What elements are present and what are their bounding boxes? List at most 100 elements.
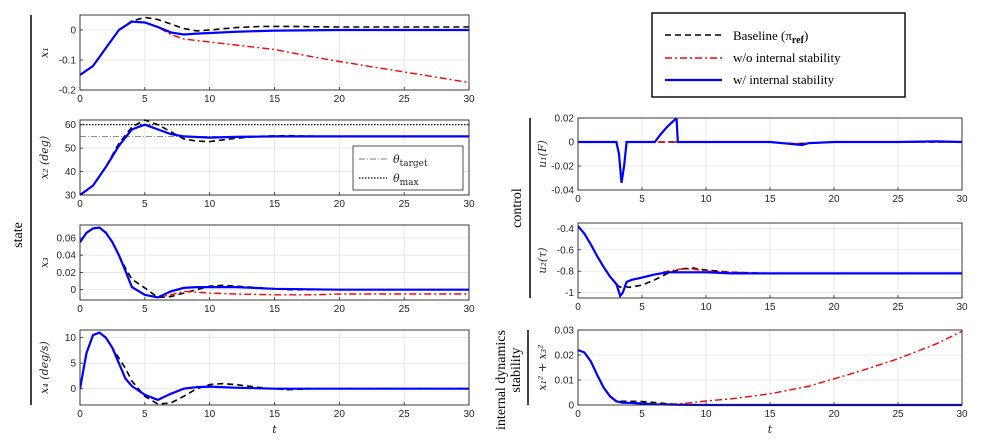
- x-tick-label: 25: [399, 199, 411, 210]
- y-tick-label: 0.06: [57, 233, 77, 244]
- x-tick-label: 0: [575, 194, 581, 205]
- y-tick-label: 40: [65, 167, 77, 178]
- x-tick-label: 20: [334, 94, 346, 105]
- x-tick-label: 15: [269, 94, 281, 105]
- x-tick-label: 20: [828, 409, 840, 420]
- x-tick-label: 20: [334, 199, 346, 210]
- series-line-w: [578, 118, 962, 183]
- y-axis-label: u₂(τ): [536, 247, 549, 273]
- x-tick-label: 0: [77, 409, 83, 420]
- x-tick-label: 20: [828, 194, 840, 205]
- x-tick-label: 5: [639, 194, 645, 205]
- x-tick-label: 15: [269, 199, 281, 210]
- x-tick-label: 0: [575, 409, 581, 420]
- y-tick-label: -0.6: [557, 245, 575, 256]
- series-line-w: [80, 123, 469, 196]
- y-tick-label: -0.2: [59, 86, 77, 97]
- x-tick-label: 20: [828, 302, 840, 313]
- reference-legend-label-max: θmax: [393, 172, 419, 188]
- y-tick-label: 0: [70, 384, 76, 395]
- x-tick-label: 5: [142, 199, 148, 210]
- y-tick-label: -1: [565, 288, 574, 299]
- series-line-w: [80, 331, 469, 402]
- x-tick-label: 20: [334, 304, 346, 315]
- y-tick-label: 60: [65, 120, 77, 131]
- x-tick-label: 15: [269, 304, 281, 315]
- legend-text-w: w/ internal stability: [733, 72, 835, 87]
- reference-legend-label-target: θtarget: [393, 153, 428, 169]
- x-tick-label: 5: [142, 304, 148, 315]
- x-tick-label: 25: [892, 409, 904, 420]
- series-line-baseline: [80, 16, 469, 76]
- x-tick-label: 15: [269, 409, 281, 420]
- y-tick-label: -0.04: [551, 186, 574, 197]
- y-tick-label: 0.02: [555, 351, 575, 362]
- x-tick-label: 10: [700, 409, 712, 420]
- x-tick-label: 25: [399, 409, 411, 420]
- x-tick-label: 25: [892, 194, 904, 205]
- x-tick-label: 5: [142, 409, 148, 420]
- y-tick-label: -0.02: [551, 162, 574, 173]
- y-axis-label: u₁(F): [536, 140, 549, 168]
- series-line-w: [578, 225, 962, 299]
- x-tick-label: 30: [463, 409, 475, 420]
- panel-x4: 0 5 10 15 20 25 30 0 5 10 x₄ (deg/s) t: [38, 329, 475, 436]
- y-tick-label: -0.4: [557, 224, 575, 235]
- y-tick-label: 50: [65, 144, 77, 155]
- x-tick-label: 10: [204, 304, 216, 315]
- y-tick-label: 5: [70, 359, 76, 370]
- panel-x3: 0 5 10 15 20 25 30 0 0.02 0.04 0.06 x₃: [38, 224, 475, 315]
- y-tick-label: 0.04: [57, 251, 77, 262]
- x-tick-label: 10: [204, 199, 216, 210]
- panel-u1: 0 5 10 15 20 25 30 0.02 0 -0.02 -0.04 u₁(F): [536, 114, 968, 206]
- panel-u2: 0 5 10 15 20 25 30 -0.4 -0.6 -0.8 -1 u₂(τ): [536, 222, 968, 313]
- state-group-label: state: [11, 222, 26, 248]
- x-tick-label: 30: [956, 194, 968, 205]
- x-tick-label: 25: [399, 304, 411, 315]
- x-tick-label: 30: [463, 199, 475, 210]
- y-tick-label: 0.02: [57, 268, 77, 279]
- x-tick-label: 30: [463, 94, 475, 105]
- x-tick-label: 0: [575, 302, 581, 313]
- internal-group-label-line2: stability: [509, 347, 524, 392]
- x-tick-label: 15: [764, 409, 776, 420]
- panel-stab: 0 5 10 15 20 25 30 0 0.01 0.02 0.03 x₁² + x₃² t: [536, 326, 968, 437]
- x-tick-label: 10: [204, 94, 216, 105]
- y-tick-label: 0: [568, 138, 574, 149]
- panel-x1: 0 5 10 15 20 25 30 0 -0.1 -0.2 x₁: [38, 14, 475, 105]
- x-tick-label: 25: [892, 302, 904, 313]
- x-axis-label: t: [768, 423, 773, 436]
- x-tick-label: 5: [639, 302, 645, 313]
- series-line-w: [80, 20, 469, 76]
- x-tick-label: 0: [77, 304, 83, 315]
- x-tick-label: 25: [399, 94, 411, 105]
- y-tick-label: 0.03: [555, 326, 575, 337]
- series-line-baseline: [80, 226, 469, 299]
- y-tick-label: -0.1: [59, 56, 77, 67]
- x-tick-label: 15: [764, 194, 776, 205]
- y-axis-label: x₂ (deg): [38, 136, 51, 179]
- y-tick-label: 0: [568, 401, 574, 412]
- legend-box: [651, 12, 906, 98]
- series-line-w: [80, 226, 469, 299]
- x-tick-label: 10: [700, 302, 712, 313]
- x-tick-label: 5: [639, 409, 645, 420]
- y-tick-label: -0.8: [557, 267, 575, 278]
- y-tick-label: 0.02: [555, 114, 575, 125]
- x-tick-label: 30: [956, 409, 968, 420]
- x-tick-label: 30: [463, 304, 475, 315]
- y-tick-label: 30: [65, 191, 77, 202]
- x-tick-label: 0: [77, 94, 83, 105]
- x-tick-label: 20: [334, 409, 346, 420]
- internal-group-label-line1: internal dynamics: [494, 330, 509, 430]
- x-tick-label: 15: [764, 302, 776, 313]
- control-group-label: control: [510, 188, 525, 228]
- y-tick-label: 10: [65, 333, 77, 344]
- y-axis-label: x₃: [38, 257, 51, 268]
- y-axis-label: x₁² + x₃²: [536, 344, 549, 390]
- x-tick-label: 10: [700, 194, 712, 205]
- y-tick-label: 0.01: [555, 376, 575, 387]
- reference-legend-box: [352, 145, 464, 191]
- y-axis-label: x₄ (deg/s): [38, 341, 51, 394]
